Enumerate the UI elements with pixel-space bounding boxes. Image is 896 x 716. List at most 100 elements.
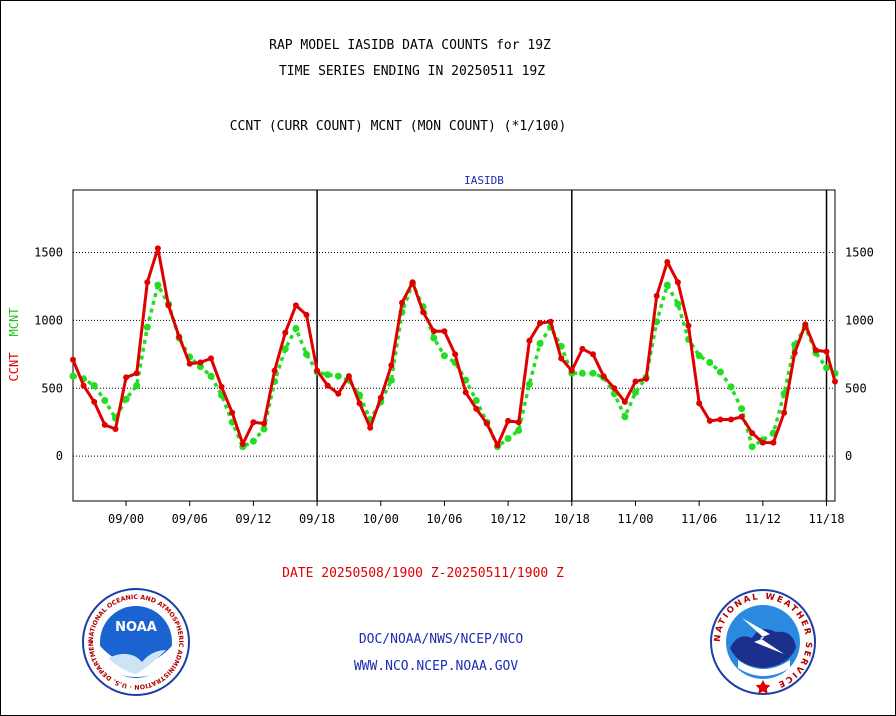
ccnt-point — [738, 413, 745, 420]
x-tick-label: 11/00 — [617, 512, 653, 526]
ccnt-point — [515, 419, 522, 426]
mcnt-point — [101, 397, 109, 404]
x-tick-label: 11/18 — [808, 512, 844, 526]
ccnt-point — [282, 329, 289, 336]
ccnt-point — [420, 309, 427, 316]
ccnt-point — [197, 359, 204, 366]
x-tick-label: 11/06 — [681, 512, 717, 526]
mcnt-point — [748, 443, 756, 451]
mcnt-point — [823, 364, 830, 372]
ccnt-point — [674, 279, 681, 286]
ccnt-point — [685, 322, 692, 329]
noaa-wordmark: NOAA — [115, 620, 157, 635]
y-tick-label-left: 1500 — [34, 245, 63, 259]
x-tick-label: 10/12 — [490, 512, 526, 526]
ccnt-point — [123, 374, 130, 381]
y-tick-label-left: 1000 — [34, 313, 63, 327]
ccnt-point — [643, 375, 650, 382]
y-tick-label-right: 0 — [845, 449, 852, 463]
ccnt-point — [186, 360, 193, 367]
x-tick-label: 10/18 — [554, 512, 590, 526]
mcnt-point — [525, 380, 533, 388]
x-tick-label: 10/06 — [426, 512, 462, 526]
ccnt-point — [717, 416, 724, 423]
mcnt-point — [334, 372, 342, 380]
mcnt-point — [249, 437, 257, 445]
ccnt-point — [696, 400, 703, 407]
ccnt-point — [133, 370, 140, 377]
chart-label: IASIDB — [464, 174, 504, 187]
ccnt-point — [791, 350, 798, 356]
mcnt-point — [90, 382, 98, 390]
ccnt-point — [494, 442, 501, 449]
ccnt-series-line — [71, 246, 837, 447]
ccnt-point — [218, 383, 225, 390]
mcnt-point — [674, 300, 682, 308]
x-tick-label: 10/00 — [363, 512, 399, 526]
mcnt-point — [387, 376, 395, 384]
x-tick-label: 11/12 — [745, 512, 781, 526]
ccnt-point — [632, 378, 639, 385]
time-series-chart: 0 0 500 500 1000 1000 1500 1500 09/00 09/06 09/12 0… — [7, 174, 874, 526]
ccnt-point — [250, 419, 257, 426]
ccnt-point — [590, 351, 596, 358]
mcnt-point — [281, 345, 289, 353]
ccnt-point — [208, 355, 214, 362]
mcnt-point — [69, 372, 77, 380]
y-tick-label-right: 1000 — [845, 313, 874, 327]
ccnt-point — [505, 417, 512, 424]
ccnt-point — [728, 416, 734, 423]
ccnt-point — [749, 430, 756, 437]
noaa-logo: NOAA NATIONAL OCEANIC AND ATMOSPHERIC AD… — [80, 588, 190, 696]
chart-title-line1: RAP MODEL IASIDB DATA COUNTS for 19Z — [269, 38, 551, 53]
ccnt-point — [367, 424, 374, 431]
mcnt-point — [303, 350, 310, 358]
ccnt-point — [558, 355, 565, 362]
mcnt-point — [430, 334, 438, 342]
ccnt-point — [537, 320, 543, 327]
chart-subtitle: CCNT (CURR COUNT) MCNT (MON COUNT) (*1/1… — [229, 119, 567, 134]
x-tick-label: 09/06 — [172, 512, 208, 526]
mcnt-point — [663, 281, 671, 289]
mcnt-point — [589, 369, 597, 377]
ccnt-point — [377, 394, 384, 401]
mcnt-point — [260, 425, 268, 433]
ccnt-point — [335, 390, 342, 397]
ccnt-point — [399, 299, 405, 306]
mcnt-point — [632, 388, 639, 396]
x-tick-label: 09/00 — [108, 512, 144, 526]
y-tick-label-right: 1500 — [845, 245, 874, 259]
ccnt-point — [653, 292, 660, 299]
mcnt-point — [716, 368, 724, 376]
ccnt-point — [165, 302, 172, 309]
mcnt-point — [472, 397, 480, 404]
ccnt-point — [547, 318, 554, 325]
y-axis-label-ccnt: CCNT — [7, 353, 21, 382]
ccnt-point — [229, 409, 236, 416]
ccnt-point — [388, 362, 395, 369]
ccnt-point — [271, 367, 278, 374]
plot-area — [72, 189, 836, 502]
mcnt-point — [706, 359, 714, 366]
ccnt-point — [770, 439, 777, 446]
ccnt-point — [101, 421, 108, 428]
ccnt-point — [823, 348, 830, 355]
ccnt-point — [144, 279, 151, 286]
ccnt-point — [812, 347, 819, 354]
ccnt-point — [261, 420, 267, 427]
chart-title-line2: TIME SERIES ENDING IN 20250511 19Z — [278, 64, 546, 79]
ccnt-point — [154, 245, 161, 252]
mcnt-point — [738, 405, 746, 413]
mcnt-point — [504, 435, 512, 442]
x-tick-label: 09/18 — [299, 512, 335, 526]
ccnt-point — [303, 311, 310, 318]
y-tick-label-left: 0 — [56, 449, 63, 463]
mcnt-point — [536, 340, 544, 347]
ccnt-point — [441, 328, 448, 335]
ccnt-point — [802, 321, 809, 328]
ccnt-point — [526, 337, 533, 344]
y-axis-label-mcnt: MCNT — [7, 308, 21, 337]
ccnt-point — [483, 420, 490, 427]
mcnt-point — [695, 352, 703, 360]
ccnt-point — [356, 400, 363, 407]
